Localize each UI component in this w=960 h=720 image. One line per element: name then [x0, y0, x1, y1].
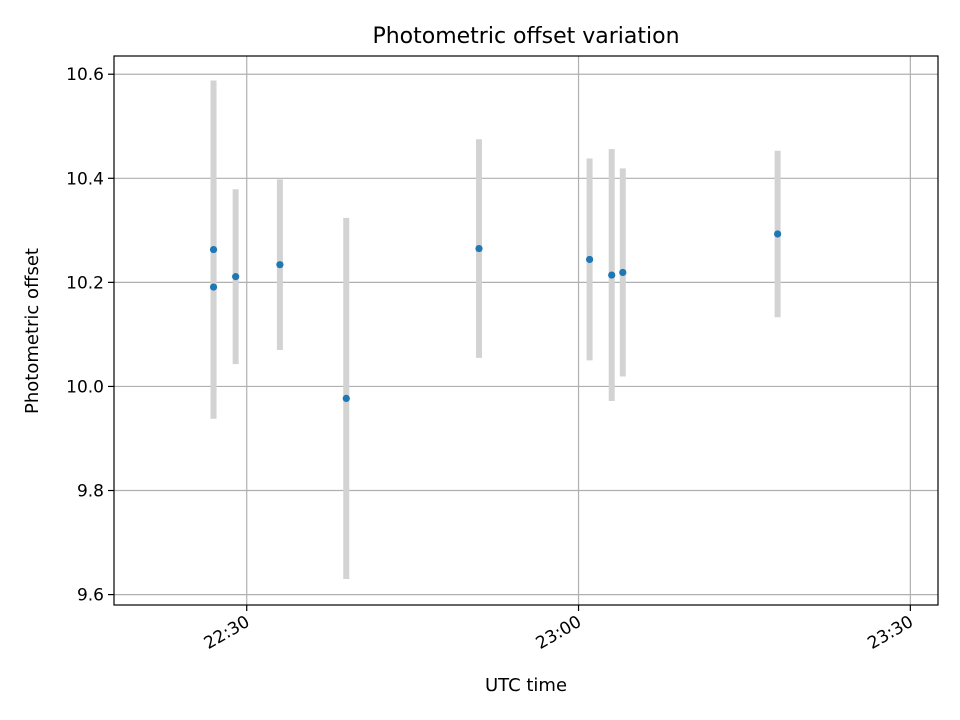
data-point [276, 261, 284, 269]
data-point [209, 283, 218, 291]
data-point [209, 245, 218, 254]
chart-title: Photometric offset variation [372, 24, 679, 49]
y-axis-ticks: 9.6 9.8 10.0 10.2 10.4 10.6 [66, 65, 114, 606]
data-point [774, 230, 782, 238]
data-point [342, 394, 350, 403]
data-point [232, 273, 240, 281]
plot-frame [113, 55, 939, 606]
y-tick-label: 9.6 [77, 586, 104, 606]
data-point [619, 268, 627, 277]
data-points [209, 230, 782, 403]
y-tick-label: 10.6 [66, 65, 104, 85]
y-tick-label: 10.0 [66, 377, 104, 397]
data-point [608, 271, 616, 279]
data-point [475, 244, 483, 253]
data-point [585, 255, 594, 264]
y-tick-label: 10.2 [66, 273, 104, 293]
grid [114, 56, 938, 605]
x-axis-label: UTC time [485, 675, 567, 696]
y-axis-label: Photometric offset [22, 248, 43, 414]
y-tick-label: 9.8 [77, 482, 104, 502]
y-tick-label: 10.4 [66, 169, 104, 189]
